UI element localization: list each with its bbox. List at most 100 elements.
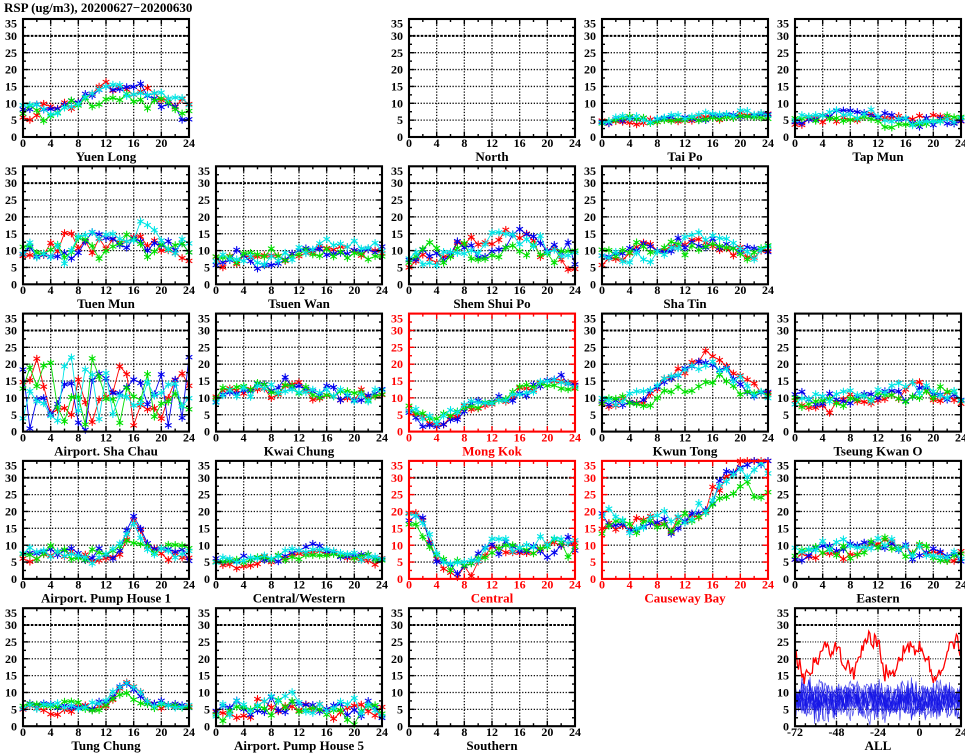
svg-text:35: 35 <box>777 17 789 31</box>
svg-text:25: 25 <box>584 340 596 354</box>
svg-text:30: 30 <box>777 471 789 485</box>
svg-text:20: 20 <box>198 505 210 519</box>
svg-text:25: 25 <box>198 193 210 207</box>
svg-text:0: 0 <box>20 725 26 739</box>
svg-text:4: 4 <box>627 578 633 592</box>
svg-text:35: 35 <box>391 311 403 325</box>
svg-text:Central: Central <box>471 591 514 606</box>
svg-text:30: 30 <box>777 29 789 43</box>
svg-text:35: 35 <box>584 17 596 31</box>
svg-text:15: 15 <box>5 669 17 683</box>
svg-text:5: 5 <box>590 555 596 569</box>
svg-text:15: 15 <box>198 374 210 388</box>
svg-text:20: 20 <box>584 210 596 224</box>
svg-text:5: 5 <box>397 555 403 569</box>
svg-text:20: 20 <box>734 578 746 592</box>
svg-text:0: 0 <box>917 725 923 739</box>
svg-text:0: 0 <box>599 430 605 444</box>
svg-text:0: 0 <box>213 430 219 444</box>
svg-text:24: 24 <box>569 283 581 297</box>
svg-text:35: 35 <box>5 311 17 325</box>
svg-text:16: 16 <box>321 430 333 444</box>
svg-text:35: 35 <box>198 606 210 620</box>
svg-text:24: 24 <box>569 578 581 592</box>
svg-text:8: 8 <box>268 283 274 297</box>
svg-text:16: 16 <box>900 578 912 592</box>
svg-text:15: 15 <box>777 374 789 388</box>
svg-text:25: 25 <box>584 193 596 207</box>
svg-text:0: 0 <box>204 277 210 291</box>
svg-text:20: 20 <box>155 725 167 739</box>
svg-text:24: 24 <box>569 430 581 444</box>
svg-text:20: 20 <box>348 578 360 592</box>
svg-text:Sha Tin: Sha Tin <box>663 296 707 311</box>
svg-text:0: 0 <box>397 277 403 291</box>
svg-text:8: 8 <box>654 578 660 592</box>
svg-text:4: 4 <box>627 430 633 444</box>
svg-text:25: 25 <box>391 46 403 60</box>
svg-text:30: 30 <box>5 471 17 485</box>
svg-text:20: 20 <box>155 578 167 592</box>
svg-text:0: 0 <box>213 578 219 592</box>
svg-text:Tai Po: Tai Po <box>667 149 702 164</box>
svg-text:20: 20 <box>541 430 553 444</box>
svg-text:30: 30 <box>584 324 596 338</box>
svg-text:0: 0 <box>20 430 26 444</box>
svg-text:0: 0 <box>406 430 412 444</box>
svg-text:0: 0 <box>783 572 789 586</box>
svg-text:0: 0 <box>204 719 210 733</box>
svg-text:8: 8 <box>75 578 81 592</box>
svg-text:20: 20 <box>927 136 939 150</box>
svg-text:Tuen Mun: Tuen Mun <box>77 296 135 311</box>
svg-text:4: 4 <box>434 283 440 297</box>
svg-text:8: 8 <box>654 136 660 150</box>
svg-text:10: 10 <box>391 96 403 110</box>
svg-text:20: 20 <box>391 63 403 77</box>
svg-text:Tap Mun: Tap Mun <box>852 149 904 164</box>
svg-text:-72: -72 <box>787 725 803 739</box>
svg-text:25: 25 <box>777 488 789 502</box>
svg-text:8: 8 <box>268 578 274 592</box>
svg-text:20: 20 <box>5 652 17 666</box>
svg-text:10: 10 <box>777 391 789 405</box>
svg-text:25: 25 <box>391 635 403 649</box>
svg-text:0: 0 <box>204 425 210 439</box>
svg-text:24: 24 <box>955 578 965 592</box>
svg-text:10: 10 <box>777 686 789 700</box>
svg-text:15: 15 <box>391 80 403 94</box>
svg-text:24: 24 <box>955 136 965 150</box>
svg-text:16: 16 <box>707 136 719 150</box>
svg-text:24: 24 <box>183 578 195 592</box>
svg-text:15: 15 <box>5 521 17 535</box>
svg-text:0: 0 <box>20 578 26 592</box>
svg-text:0: 0 <box>406 578 412 592</box>
svg-text:12: 12 <box>293 283 305 297</box>
svg-text:24: 24 <box>569 725 581 739</box>
svg-text:15: 15 <box>198 227 210 241</box>
svg-text:16: 16 <box>900 430 912 444</box>
svg-text:0: 0 <box>590 277 596 291</box>
svg-text:24: 24 <box>376 578 388 592</box>
svg-text:ALL: ALL <box>865 738 892 753</box>
svg-text:35: 35 <box>198 459 210 473</box>
svg-text:10: 10 <box>5 244 17 258</box>
svg-text:30: 30 <box>198 176 210 190</box>
svg-text:12: 12 <box>293 578 305 592</box>
svg-text:25: 25 <box>198 635 210 649</box>
svg-text:25: 25 <box>777 340 789 354</box>
svg-text:35: 35 <box>584 164 596 178</box>
svg-text:8: 8 <box>654 283 660 297</box>
svg-text:10: 10 <box>5 538 17 552</box>
svg-text:4: 4 <box>48 578 54 592</box>
svg-text:0: 0 <box>590 425 596 439</box>
svg-text:Tung Chung: Tung Chung <box>71 738 141 753</box>
svg-text:30: 30 <box>584 29 596 43</box>
svg-text:4: 4 <box>241 430 247 444</box>
svg-text:15: 15 <box>777 80 789 94</box>
svg-text:20: 20 <box>777 63 789 77</box>
svg-text:8: 8 <box>847 578 853 592</box>
svg-text:8: 8 <box>75 725 81 739</box>
svg-text:30: 30 <box>198 471 210 485</box>
svg-text:Airport. Pump House 5: Airport. Pump House 5 <box>234 738 365 753</box>
svg-text:15: 15 <box>391 227 403 241</box>
